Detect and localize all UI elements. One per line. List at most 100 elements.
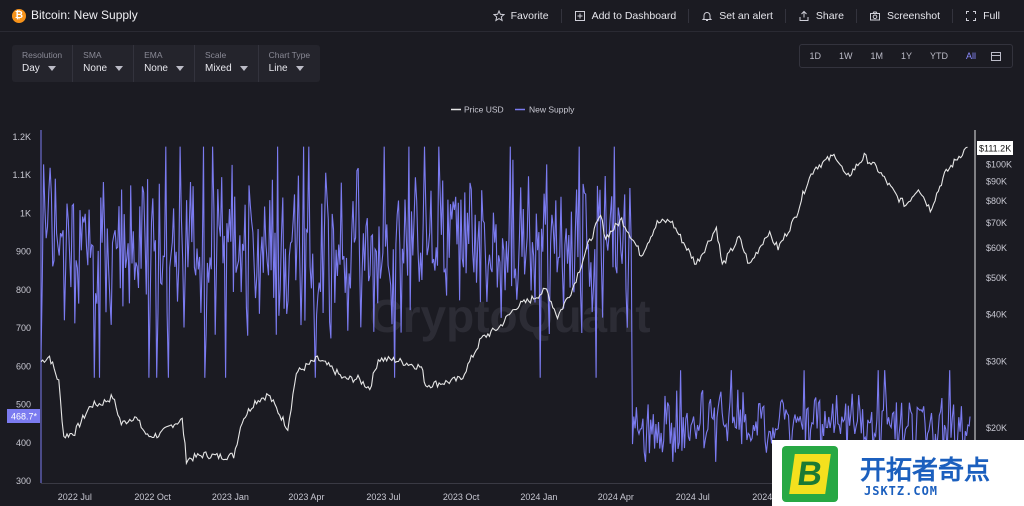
left-tick-label: 700 xyxy=(16,323,31,333)
left-tick-label: 300 xyxy=(16,476,31,486)
x-tick-label: 2024 Oct xyxy=(752,492,789,502)
set-alert-label: Set an alert xyxy=(719,10,773,22)
header-actions: Favorite Add to Dashboard Set an alert S… xyxy=(481,0,1012,32)
range-1w[interactable]: 1W xyxy=(838,51,853,61)
range-1d[interactable]: 1D xyxy=(809,51,821,61)
left-tick-label: 1.1K xyxy=(12,170,31,180)
screenshot-label: Screenshot xyxy=(886,10,941,22)
series-price-usd xyxy=(40,146,968,466)
right-last-value-tag: $111.2K xyxy=(977,141,1013,155)
x-tick-label: 2023 Jan xyxy=(212,492,249,502)
right-last-value: $111.2K xyxy=(979,144,1011,154)
right-tick-label: $70K xyxy=(986,218,1007,228)
chart-type-label: Chart Type xyxy=(268,50,311,60)
site-name-cn: 开拓者奇点 xyxy=(860,456,991,486)
x-tick-label: 2023 Apr xyxy=(288,492,324,502)
left-tick-label: 1.2K xyxy=(12,132,31,142)
left-axis: 1.2K 1.1K 1K 900 800 700 600 500 400 300 xyxy=(12,132,31,486)
page-title: Bitcoin: New Supply xyxy=(31,8,138,22)
series-new-supply xyxy=(40,146,971,463)
x-tick-label: 2024 Jul xyxy=(676,492,710,502)
x-tick-label: 2024 Apr xyxy=(598,492,634,502)
left-last-value-tag: 468.7* xyxy=(7,409,40,423)
range-1m[interactable]: 1M xyxy=(870,51,883,61)
right-tick-label: $20K xyxy=(986,423,1007,433)
chevron-down-icon xyxy=(295,66,304,71)
ema-select[interactable]: EMA None xyxy=(134,45,195,82)
chart-legend: Price USD New Supply xyxy=(451,105,575,115)
chevron-down-icon xyxy=(239,66,248,71)
site-logo-letter: B xyxy=(789,454,831,494)
chevron-down-icon xyxy=(47,66,56,71)
right-tick-label: $50K xyxy=(986,273,1007,283)
left-tick-label: 600 xyxy=(16,361,31,371)
site-logo: B xyxy=(782,446,838,502)
sma-select[interactable]: SMA None xyxy=(73,45,135,82)
right-last-value-bg xyxy=(977,141,1013,155)
right-tick-label: $30K xyxy=(986,357,1007,367)
share-button[interactable]: Share xyxy=(784,9,856,23)
brand-watermark: CryptoQuant xyxy=(369,290,650,342)
new-supply-chart: CryptoQuant Price USD New Supply 1.2K 1.1… xyxy=(7,105,1013,502)
bell-icon xyxy=(702,12,713,21)
chart-settings: Resolution Day SMA None EMA None Scale M… xyxy=(12,45,321,82)
chart-type-value: Line xyxy=(268,63,288,74)
screenshot-button[interactable]: Screenshot xyxy=(855,9,952,23)
left-tick-label: 500 xyxy=(16,400,31,410)
chevron-down-icon xyxy=(115,66,124,71)
star-icon xyxy=(492,10,505,22)
add-to-dashboard-button[interactable]: Add to Dashboard xyxy=(560,9,689,23)
left-tick-label: 1K xyxy=(20,208,31,218)
right-tick-label: $60K xyxy=(986,243,1007,253)
time-range-selector: 1D 1W 1M 1Y YTD All xyxy=(799,44,1013,68)
legend-price-usd: Price USD xyxy=(464,105,504,115)
left-tick-label: 400 xyxy=(16,438,31,448)
set-alert-button[interactable]: Set an alert xyxy=(688,9,785,23)
x-tick-label: 2022 Jul xyxy=(58,492,92,502)
range-1y[interactable]: 1Y xyxy=(900,51,912,61)
range-all[interactable]: All xyxy=(965,51,976,61)
right-tick-label: $90K xyxy=(986,177,1007,187)
left-last-value-bg xyxy=(7,409,40,423)
share-label: Share xyxy=(815,10,844,22)
right-tick-label: $40K xyxy=(986,310,1007,320)
camera-icon xyxy=(869,11,880,21)
x-tick-label: 2023 Oct xyxy=(443,492,480,502)
share-icon xyxy=(799,10,809,21)
favorite-button[interactable]: Favorite xyxy=(481,9,561,23)
resolution-label: Resolution xyxy=(22,50,63,60)
resolution-select[interactable]: Resolution Day xyxy=(12,45,74,82)
right-tick-label: $100K xyxy=(986,160,1012,170)
site-watermark: B 开拓者奇点 JSKTZ.COM xyxy=(772,440,1024,506)
fullscreen-button[interactable]: Full xyxy=(952,9,1012,23)
x-tick-label: 2022 Oct xyxy=(134,492,171,502)
top-bar: ₿ Bitcoin: New Supply Favorite Add to Da… xyxy=(0,0,1024,32)
left-last-value: 468.7* xyxy=(11,412,38,422)
x-axis: 2022 Jul 2022 Oct 2023 Jan 2023 Apr 2023 Jul… xyxy=(58,492,789,502)
dashboard-add-icon xyxy=(574,11,585,21)
bitcoin-icon: ₿ xyxy=(12,9,26,23)
x-tick-label: 2024 Jan xyxy=(520,492,557,502)
right-axis: $100K $90K $80K $70K $60K $50K $40K $30K $20K xyxy=(986,160,1012,434)
add-to-dashboard-label: Add to Dashboard xyxy=(591,10,677,22)
chevron-down-icon xyxy=(175,66,184,71)
site-url: JSKTZ.COM xyxy=(864,484,939,498)
favorite-label: Favorite xyxy=(510,10,549,22)
ema-label: EMA xyxy=(144,50,163,60)
ema-value: None xyxy=(144,63,168,74)
scale-label: Scale xyxy=(204,50,227,60)
x-tick-label: 2023 Jul xyxy=(366,492,400,502)
fullscreen-label: Full xyxy=(983,10,1000,22)
sma-value: None xyxy=(83,63,108,74)
scale-select[interactable]: Scale Mixed xyxy=(195,45,259,82)
left-tick-label: 900 xyxy=(16,247,31,257)
legend-new-supply: New Supply xyxy=(529,105,575,115)
scale-value: Mixed xyxy=(204,63,232,74)
chart-type-select[interactable]: Chart Type Line xyxy=(259,45,320,82)
fullscreen-icon xyxy=(966,11,977,21)
left-tick-label: 800 xyxy=(16,285,31,295)
calendar-icon[interactable] xyxy=(991,51,1001,61)
sma-label: SMA xyxy=(83,50,102,60)
range-ytd[interactable]: YTD xyxy=(929,51,948,61)
right-tick-label: $80K xyxy=(986,196,1007,206)
